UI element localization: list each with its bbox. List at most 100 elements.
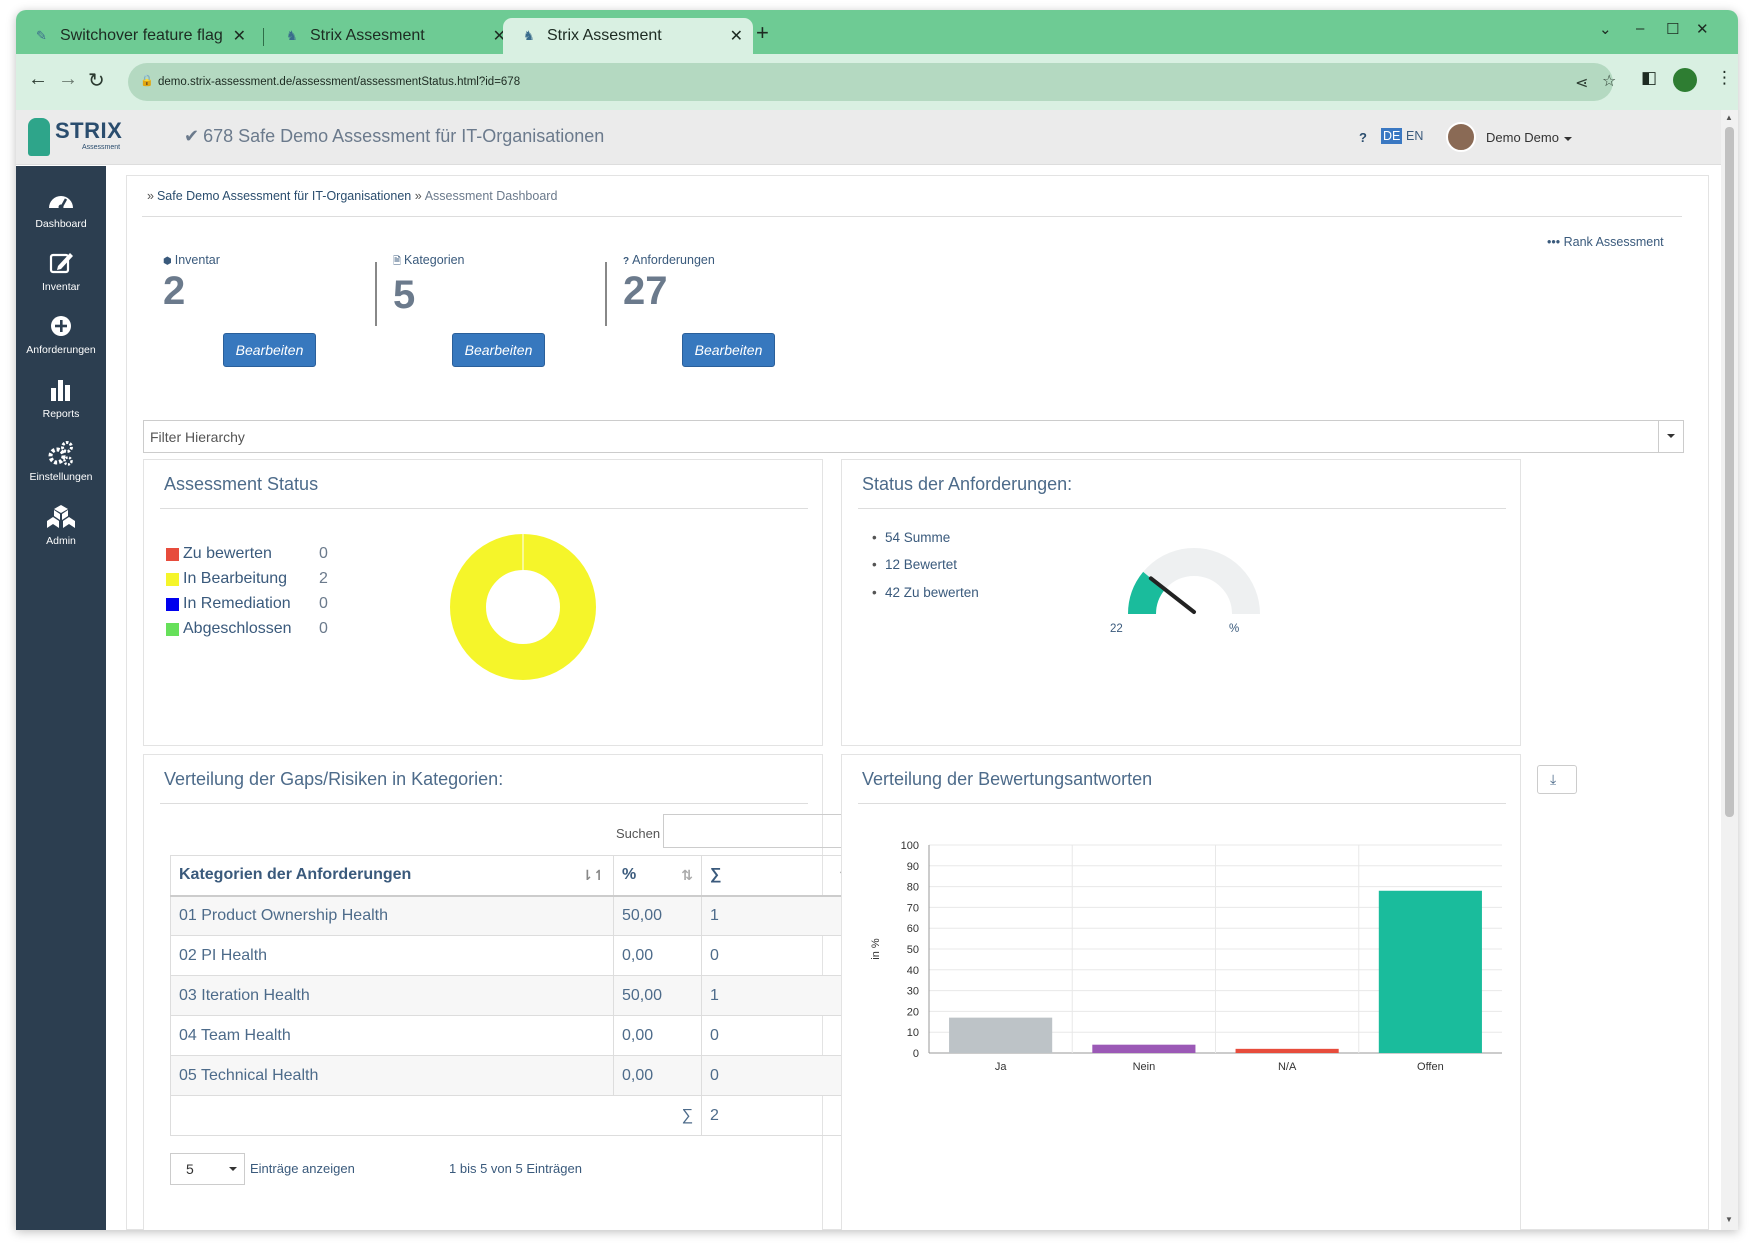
bullet-summe: 54 Summe <box>872 530 950 545</box>
lock-icon: 🔒 <box>140 75 154 87</box>
close-tab-icon[interactable]: ✕ <box>729 28 743 45</box>
sidebar-item-dashboard[interactable]: Dashboard <box>16 186 106 230</box>
lang-en-button[interactable]: EN <box>1406 129 1424 143</box>
tab-switchover[interactable]: ✎ Switchover feature flag ✕ <box>16 18 256 54</box>
bar-na[interactable] <box>1235 1048 1339 1053</box>
column-header-sum[interactable]: ∑⇅ <box>701 855 860 897</box>
profile-avatar[interactable] <box>1673 68 1697 92</box>
tab-strix-active[interactable]: ♞ Strix Assesment ✕ <box>503 18 753 54</box>
close-tab-icon[interactable]: ✕ <box>232 28 246 45</box>
download-button[interactable]: ⤓ <box>1537 765 1577 794</box>
page-scrollbar[interactable]: ▲ ▼ <box>1721 110 1738 1230</box>
edit-anforderungen-button[interactable]: Bearbeiten <box>682 333 775 367</box>
divider <box>858 803 1506 804</box>
page-size-select[interactable]: 5 <box>170 1153 245 1185</box>
strix-logo[interactable]: STRIX Assessment <box>28 116 122 158</box>
panel-title: Verteilung der Gaps/Risiken in Kategorie… <box>164 769 504 789</box>
table-row[interactable]: 02 PI Health 0,00 0 <box>170 935 860 976</box>
reload-icon[interactable]: ↻ <box>88 70 105 92</box>
scroll-up-icon[interactable]: ▲ <box>1725 113 1733 122</box>
table-row[interactable]: 01 Product Ownership Health 50,00 1 <box>170 895 860 936</box>
stat-inventar: ⬢ Inventar 2 <box>163 253 393 363</box>
tab-strix-1[interactable]: ♞ Strix Assesment ✕ <box>266 18 516 54</box>
sidebar-label: Reports <box>42 408 80 420</box>
new-tab-icon[interactable]: + <box>756 20 769 45</box>
rank-assessment-link[interactable]: ••• Rank Assessment <box>1547 235 1664 249</box>
divider <box>160 508 808 509</box>
file-icon: 🗎 <box>393 256 402 267</box>
side-panel-icon[interactable]: ◧ <box>1641 68 1658 87</box>
legend-zu-bewerten: Zu bewerten 0 <box>166 545 328 563</box>
breadcrumb-separator: » <box>147 189 154 203</box>
close-tab-icon[interactable]: ✕ <box>492 28 506 45</box>
bar-ja[interactable] <box>949 1017 1053 1053</box>
sidebar-item-reports[interactable]: Reports <box>16 376 106 420</box>
help-icon[interactable]: ? <box>1359 130 1367 145</box>
maximize-icon[interactable]: ☐ <box>1666 21 1680 38</box>
question-icon: ? <box>623 256 630 267</box>
legend-abgeschlossen: Abgeschlossen 0 <box>166 620 328 638</box>
table-row[interactable]: 05 Technical Health 0,00 0 <box>170 1055 860 1096</box>
user-avatar[interactable] <box>1446 122 1476 152</box>
column-header-kategorien[interactable]: Kategorien der Anforderungen ⇂↿ <box>170 855 614 897</box>
share-icon[interactable]: ⋖ <box>1575 75 1589 92</box>
bar-offen[interactable] <box>1378 890 1482 1053</box>
owl-logo-icon <box>28 118 50 156</box>
page-title: ✔ 678 Safe Demo Assessment für IT-Organis… <box>184 126 604 147</box>
scroll-thumb[interactable] <box>1725 127 1734 817</box>
url-text: demo.strix-assessment.de/assessment/asse… <box>158 76 521 88</box>
breadcrumb: » Safe Demo Assessment für IT-Organisatio… <box>147 189 557 203</box>
bullet-zu-bewerten: 42 Zu bewerten <box>872 585 979 600</box>
answers-panel: Verteilung der Bewertungsantworten ⤓ 0 10… <box>841 754 1577 1230</box>
back-icon[interactable]: ← <box>28 68 48 90</box>
tab-title: Switchover feature flag <box>60 27 223 44</box>
breadcrumb-current: Assessment Dashboard <box>424 189 558 203</box>
address-bar[interactable]: 🔒 demo.strix-assessment.de/assessment/as… <box>128 63 1617 101</box>
strix-favicon-icon: ♞ <box>523 28 535 43</box>
filter-dropdown-button[interactable] <box>1658 421 1683 452</box>
filter-placeholder: Filter Hierarchy <box>150 429 245 445</box>
menu-kebab-icon[interactable]: ⋮ <box>1716 68 1733 87</box>
close-window-icon[interactable]: ✕ <box>1696 21 1709 38</box>
user-menu[interactable]: Demo Demo <box>1486 130 1572 145</box>
legend-swatch <box>166 622 179 636</box>
cell-percent: 50,00 <box>613 895 702 936</box>
breadcrumb-assessment-link[interactable]: Safe Demo Assessment für IT-Organisation… <box>156 189 412 203</box>
legend-value: 0 <box>319 595 328 612</box>
bar-nein[interactable] <box>1092 1044 1196 1053</box>
bullet-bewertet: 12 Bewertet <box>872 557 957 572</box>
scroll-down-icon[interactable]: ▼ <box>1725 1215 1733 1224</box>
search-input[interactable] <box>663 814 870 848</box>
sidebar-item-einstellungen[interactable]: Einstellungen <box>16 439 106 483</box>
sidebar-label: Einstellungen <box>29 471 93 483</box>
divider <box>605 262 607 326</box>
table-row[interactable]: 04 Team Health 0,00 0 <box>170 1015 860 1056</box>
sidebar-item-inventar[interactable]: Inventar <box>16 249 106 293</box>
sidebar-item-anforderungen[interactable]: Anforderungen <box>16 312 106 356</box>
stat-label-text: Kategorien <box>404 253 465 267</box>
gauge-needle <box>1148 576 1196 614</box>
cube-icon: ⬢ <box>163 256 172 267</box>
table-row[interactable]: 03 Iteration Health 50,00 1 <box>170 975 860 1016</box>
main-content: » Safe Demo Assessment für IT-Organisatio… <box>126 175 1709 1230</box>
edit-inventar-button[interactable]: Bearbeiten <box>223 333 316 367</box>
gauge-value: 22 <box>1110 623 1123 635</box>
y-tick-label: 40 <box>907 965 919 977</box>
edit-kategorien-button[interactable]: Bearbeiten <box>452 333 545 367</box>
filter-hierarchy-select[interactable]: Filter Hierarchy <box>143 420 1684 453</box>
minimize-icon[interactable]: – <box>1636 20 1645 37</box>
lang-de-button[interactable]: DE <box>1381 128 1403 144</box>
sidebar-item-admin[interactable]: Admin <box>16 503 106 547</box>
cell-sum: 0 <box>701 935 860 976</box>
footer-sum-total: 2 <box>701 1095 860 1136</box>
column-header-percent[interactable]: % ⇅ <box>613 855 702 897</box>
legend-value: 0 <box>319 545 328 562</box>
y-tick-label: 0 <box>913 1048 919 1060</box>
divider <box>858 508 1506 509</box>
forward-icon[interactable]: → <box>58 68 78 90</box>
cell-percent: 50,00 <box>613 975 702 1016</box>
legend-in-remediation: In Remediation 0 <box>166 595 328 613</box>
tab-search-icon[interactable]: ⌄ <box>1599 21 1612 38</box>
breadcrumb-separator: » <box>414 189 422 203</box>
bookmark-star-icon[interactable]: ☆ <box>1602 73 1617 90</box>
